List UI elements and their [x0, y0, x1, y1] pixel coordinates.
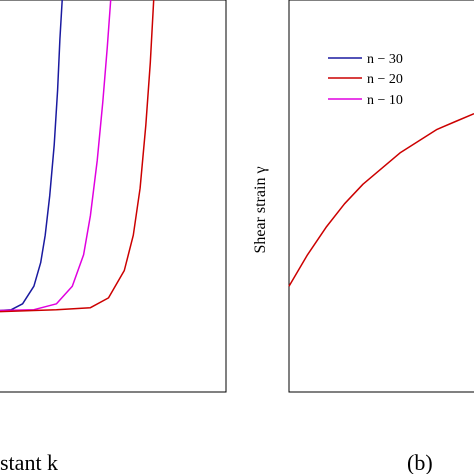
panel-a-series-group: [0, 0, 155, 313]
panel-b-y-axis-label: Shear strain γ: [252, 166, 269, 253]
series-line-n-20: [0, 0, 155, 313]
series-line-n-20: [288, 113, 474, 287]
series-line-n-10: [0, 0, 112, 312]
panel-a-x-axis-label: stant k: [0, 450, 58, 474]
panel-a-plot-frame: [0, 0, 227, 393]
series-line-n-30: [0, 0, 63, 312]
legend: n − 30 n − 20 n − 10: [328, 52, 403, 108]
panel-a: stant k: [0, 0, 227, 474]
panel-b-series-group: [288, 113, 474, 287]
legend-label-n-20: n − 20: [367, 72, 403, 87]
panel-b: Shear strain γ n − 30 n − 20 n − 10 (b): [252, 0, 474, 474]
panel-b-label: (b): [407, 450, 433, 474]
legend-label-n-10: n − 10: [367, 93, 403, 108]
legend-label-n-30: n − 30: [367, 52, 403, 67]
panel-b-plot-frame: [288, 0, 474, 393]
